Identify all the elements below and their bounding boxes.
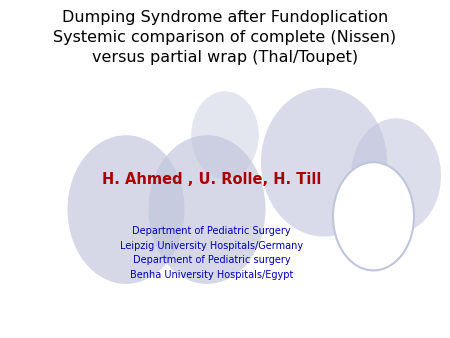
Ellipse shape bbox=[148, 135, 266, 284]
Ellipse shape bbox=[191, 91, 259, 179]
Text: H. Ahmed , U. Rolle, H. Till: H. Ahmed , U. Rolle, H. Till bbox=[102, 172, 321, 187]
Ellipse shape bbox=[261, 88, 387, 237]
Ellipse shape bbox=[333, 162, 414, 270]
Ellipse shape bbox=[351, 118, 441, 233]
Text: Department of Pediatric Surgery
Leipzig University Hospitals/Germany
Department : Department of Pediatric Surgery Leipzig … bbox=[120, 226, 303, 280]
Ellipse shape bbox=[68, 135, 184, 284]
Text: Dumping Syndrome after Fundoplication
Systemic comparison of complete (Nissen)
v: Dumping Syndrome after Fundoplication Sy… bbox=[54, 10, 396, 65]
